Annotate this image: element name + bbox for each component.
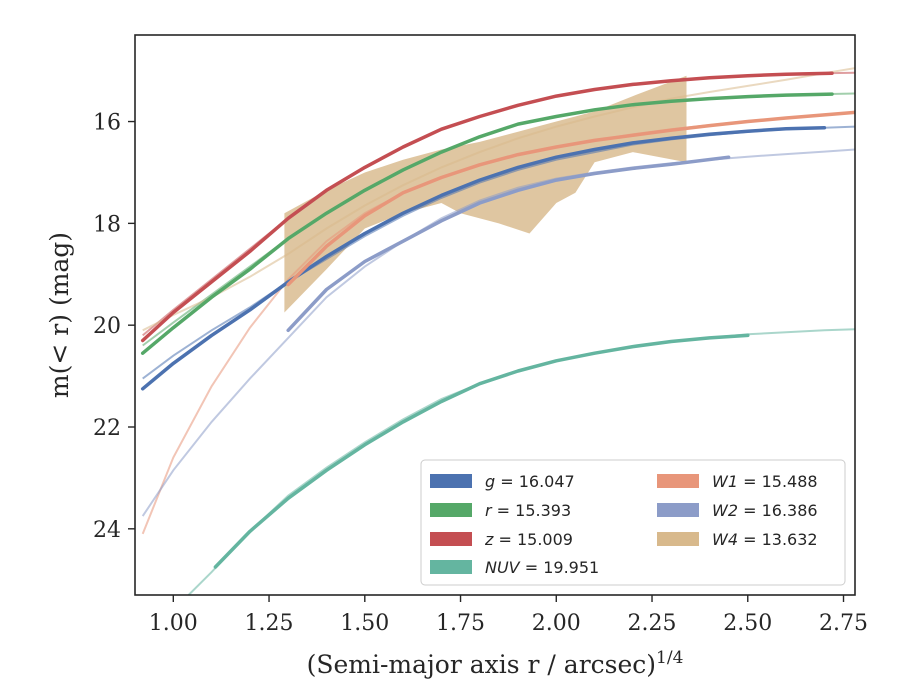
legend-swatch-g: [430, 474, 472, 488]
x-axis-label: (Semi-major axis r / arcsec)1/4: [307, 648, 684, 679]
y-tick-label: 16: [93, 111, 121, 136]
y-axis-ticks: 16 18 20 22 24: [93, 111, 135, 543]
legend-swatch-w1: [657, 474, 699, 488]
legend-label-w4: W4 = 13.632: [712, 530, 818, 549]
y-axis-label: m(< r) (mag): [45, 232, 74, 398]
y-tick-label: 18: [93, 212, 121, 237]
legend-label-w1: W1 = 15.488: [712, 472, 818, 491]
legend-label-r: r = 15.393: [485, 501, 571, 520]
legend: g = 16.047 r = 15.393 z = 15.009 NUV = 19.9…: [420, 459, 846, 586]
x-tick-label: 2.50: [723, 611, 772, 636]
series-nuv-data-line: [213, 333, 750, 569]
legend-swatch-z: [430, 532, 472, 546]
series-w2-model-line: [141, 148, 855, 517]
x-tick-label: 1.50: [340, 611, 389, 636]
legend-swatch-r: [430, 503, 472, 517]
legend-label-g: g = 16.047: [485, 472, 575, 491]
series-r-data-line: [140, 92, 834, 355]
legend-swatch-nuv: [430, 560, 472, 574]
legend-label-w2: W2 = 16.386: [712, 501, 818, 520]
x-tick-label: 2.75: [819, 611, 868, 636]
series-w1-data-line: [286, 110, 855, 287]
series-w2-data-line: [286, 155, 731, 333]
legend-label-nuv: NUV = 19.951: [485, 558, 599, 577]
x-axis-ticks: 1.00 1.25 1.50 1.75 2.00 2.25 2.50 2.75: [149, 595, 868, 636]
legend-label-z: z = 15.009: [484, 530, 573, 549]
legend-swatch-w2: [657, 503, 699, 517]
x-tick-label: 1.75: [436, 611, 485, 636]
legend-swatch-w4: [657, 532, 699, 546]
series-g-data-line: [140, 125, 827, 391]
y-tick-label: 20: [93, 314, 121, 339]
x-tick-label: 1.00: [149, 611, 198, 636]
band-w4-area: [284, 75, 687, 313]
y-tick-label: 24: [93, 518, 121, 543]
y-tick-label: 22: [93, 416, 121, 441]
x-tick-label: 2.00: [532, 611, 581, 636]
series-z-data-line: [140, 71, 834, 343]
x-tick-label: 2.25: [628, 611, 677, 636]
uncertainty-bands: [284, 75, 687, 313]
series-w4-model-line: [142, 67, 855, 332]
data-curves: [140, 71, 855, 569]
legend-box: [420, 459, 846, 586]
x-tick-label: 1.25: [245, 611, 294, 636]
plot-frame: [134, 34, 856, 596]
